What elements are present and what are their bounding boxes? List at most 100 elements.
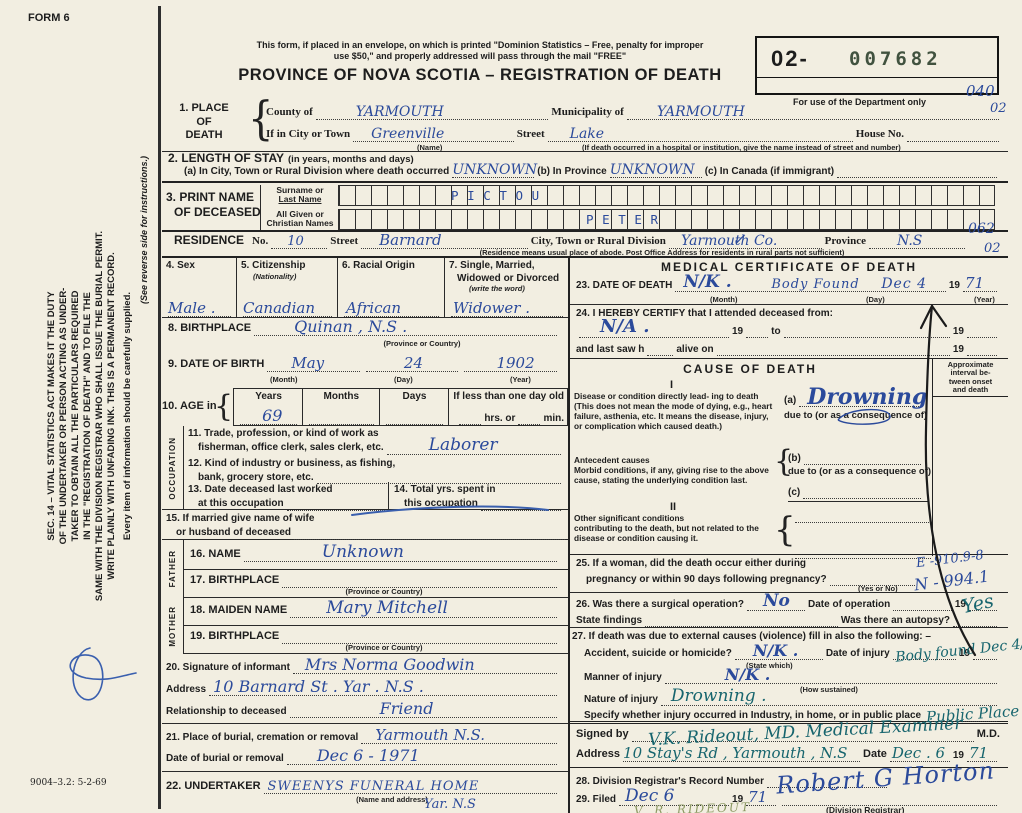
city-line: Greenville <box>353 126 514 142</box>
mother-birthplace-row: 19. BIRTHPLACE (Province or Country) <box>184 626 568 654</box>
municipality-value: YARMOUTH <box>656 104 745 120</box>
md-label: M.D. <box>976 728 1000 741</box>
checkmark: ✓ <box>732 230 746 249</box>
print-name-label-1: 3. PRINT NAME <box>166 190 255 204</box>
length-of-stay-label: 2. LENGTH OF STAY <box>168 151 285 165</box>
residence-no-value: 10 <box>287 233 304 249</box>
sex-line: Male . <box>168 299 231 317</box>
marital-value: Widower . <box>453 299 531 317</box>
examiner-address-value: 10 Stay's Rd , Yarmouth , N.S <box>623 744 848 762</box>
filed-year-value: 71 <box>748 788 768 806</box>
registration-number-prefix: 02- <box>771 46 809 71</box>
filed-label: 29. Filed <box>576 793 617 805</box>
residence-street-label: Street <box>330 235 359 248</box>
date-of-birth-row: 9. DATE OF BIRTH May 24 1902 <box>168 354 560 372</box>
dod-body-found: Body Found <box>771 277 860 292</box>
burial-block: 21. Place of burial, cremation or remova… <box>162 724 568 772</box>
marital-status-cell: 7. Single, Married, Widowed or Divorced … <box>445 258 568 317</box>
undertaker-value: SWEENYS FUNERAL HOME <box>267 779 480 794</box>
disease-label-bold: Disease or condition directly lead- <box>574 391 710 401</box>
examiner-date-label: Date <box>863 748 887 761</box>
date-of-death-row: 23. DATE OF DEATH N/K . Body Found Dec 4… <box>576 274 1000 292</box>
marital-label-3: (write the word) <box>469 284 525 293</box>
city-label: If in City or Town <box>266 128 351 141</box>
dod-19: 19 <box>948 279 960 291</box>
racial-origin-value: African <box>346 299 402 317</box>
icd-code-n: N - 994.1 <box>913 566 991 595</box>
record-number-row: 28. Division Registrar's Record Number <box>576 774 1000 788</box>
given-names-label-1: All Given or <box>276 209 324 219</box>
dod-year-value: 71 <box>965 274 985 292</box>
date-of-death-label: 23. DATE OF DEATH <box>576 279 673 291</box>
dod-day-caption: (Day) <box>866 295 885 304</box>
spouse-label-1: 15. If married give name of wife <box>166 513 315 524</box>
residence-label: RESIDENCE <box>174 233 245 247</box>
certify-19b-line <box>967 324 997 338</box>
external-causes-block: 27. If death was due to external causes … <box>570 628 1022 726</box>
department-caption: For use of the Department only <box>793 97 927 107</box>
industry-line <box>316 470 561 484</box>
industry-label-2: bank, grocery store, etc. <box>198 471 314 483</box>
burial-place-line: Yarmouth N.S. <box>361 728 557 744</box>
filed-year-line: 71 <box>746 788 777 806</box>
undertaker-label: 22. UNDERTAKER <box>166 780 261 793</box>
stay-city-value: UNKNOWN <box>452 162 538 178</box>
operation-date-line <box>893 597 952 611</box>
informant-address-label: Address <box>166 683 207 695</box>
state-which-caption: (State which) <box>746 661 793 670</box>
relationship-value: Friend <box>379 699 434 718</box>
given-names-value: PETER <box>586 212 667 227</box>
pregnancy-label-1: 25. If a woman, did the death occur eith… <box>576 558 807 569</box>
total-years-label-1: 14. Total yrs. spent in <box>394 484 496 495</box>
print-name-divider <box>260 185 262 230</box>
mother-birthplace-line <box>282 630 557 644</box>
burial-date-value: Dec 6 - 1971 <box>316 746 420 765</box>
age-row: 10. AGE in { Years 69 Months Days If les… <box>162 388 568 426</box>
sex-value: Male . <box>168 299 216 317</box>
alive-on-line <box>716 342 950 356</box>
signed-by-label: Signed by <box>576 728 629 741</box>
certify-to-label: to <box>771 325 781 337</box>
burial-place-label: 21. Place of burial, cremation or remova… <box>166 731 359 743</box>
relationship-line: Friend <box>289 699 557 718</box>
filed-row: 29. Filed Dec 6 19 71 <box>576 788 1000 806</box>
undertaker-line: SWEENYS FUNERAL HOME <box>263 779 557 794</box>
age-months-cell: Months <box>302 388 379 426</box>
date-injury-line: Body found Dec 4/71 <box>892 634 1022 666</box>
yes-or-no-caption: (Yes or No) <box>858 584 898 593</box>
mother-vertical-label: MOTHER <box>168 605 177 647</box>
autopsy-label: Was there an autopsy? <box>840 614 950 626</box>
department-number-box: 02- 007682 <box>755 36 999 95</box>
city-value: Greenville <box>371 126 445 142</box>
spouse-line <box>294 526 565 540</box>
birthplace-caption: (Province or Country) <box>383 339 461 348</box>
cause-a-value: Drowning <box>807 384 928 410</box>
residence-caption: (Residence means usual place of abode. P… <box>479 248 845 257</box>
medical-certificate-title: MEDICAL CERTIFICATE OF DEATH <box>661 260 917 274</box>
manner-label: Manner of injury <box>584 671 662 683</box>
signed-block: Signed by V.K. Rideout, MD. Medical Exam… <box>570 714 1008 768</box>
surname-letter-grid: PICTOU <box>338 185 995 206</box>
trade-value: Laborer <box>428 434 498 455</box>
last-saw-label: and last saw h <box>576 343 645 355</box>
last-saw-h-line <box>647 342 674 356</box>
how-sustained-caption: (How sustained) <box>800 685 858 694</box>
municipality-label: Municipality of <box>551 106 624 119</box>
filed-date-value: Dec 6 <box>625 786 675 806</box>
age-months-label: Months <box>323 391 360 402</box>
dod-month-value: N/K . <box>683 272 732 292</box>
municipality-line: YARMOUTH <box>626 104 999 120</box>
cause-c-separator <box>788 501 928 502</box>
cause-a-line: Drowning <box>799 386 927 408</box>
specify-label: Specify whether injury occurred in Indus… <box>584 709 922 721</box>
marital-line: Widower . <box>451 299 563 317</box>
dob-day-value: 24 <box>403 354 423 372</box>
external-causes-label: 27. If death was due to external causes … <box>572 631 931 642</box>
mail-note-line1: This form, if placed in an envelope, on … <box>256 40 704 50</box>
dob-year-value: 1902 <box>496 354 535 372</box>
mother-maiden-line: Mary Mitchell <box>290 600 557 618</box>
sidebar-line: IN THE "REGISTRATION OF DEATH" AND TO FI… <box>81 292 93 540</box>
residence-province-value: N.S <box>897 232 923 249</box>
mother-strip: MOTHER <box>162 598 184 654</box>
